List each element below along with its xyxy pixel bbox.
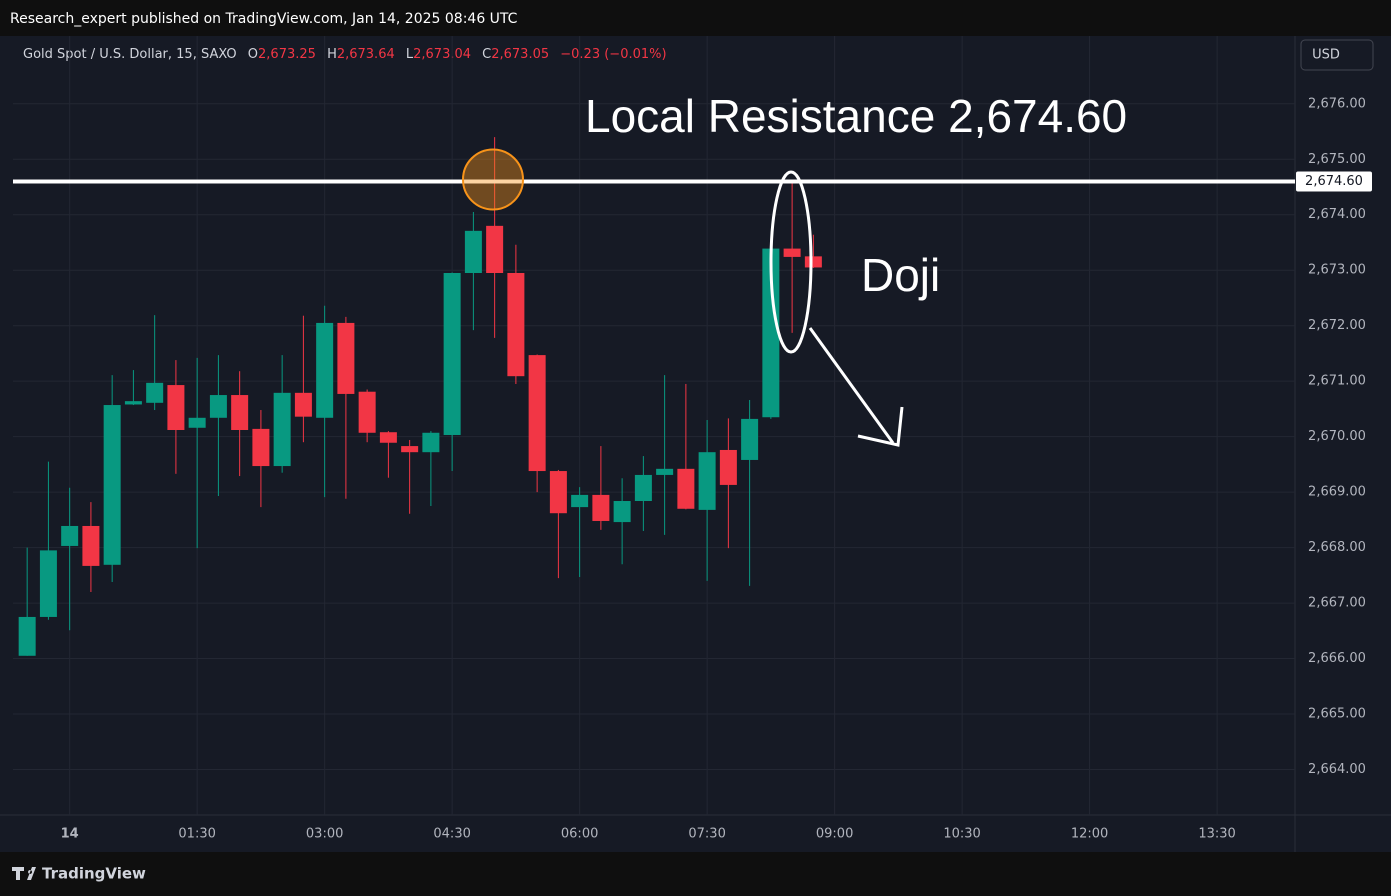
doji-ellipse [769, 170, 813, 354]
candle-body [486, 225, 504, 273]
candle-body [528, 355, 546, 472]
doji-annotation: Doji [861, 249, 940, 301]
x-tick-label: 13:30 [1198, 827, 1235, 842]
brand-logo [12, 867, 36, 880]
o-label: O [248, 47, 258, 62]
x-tick-label: 09:00 [816, 827, 853, 842]
candle-body [464, 230, 482, 273]
candle-body [167, 385, 185, 430]
candle-body [379, 432, 397, 443]
candle-body [804, 256, 822, 268]
candle-body [337, 322, 355, 394]
candle-body [549, 471, 567, 514]
candle-body [294, 392, 312, 417]
candle-body [762, 248, 780, 418]
o-value: 2,673.25 [258, 47, 316, 62]
symbol: Gold Spot / U.S. Dollar, 15, SAXO [23, 47, 237, 62]
y-tick-label: 2,666.00 [1308, 651, 1366, 666]
candle-body [783, 248, 801, 257]
candle-body [656, 468, 674, 475]
resistance-axis-label: 2,674.60 [1305, 174, 1363, 189]
candle-body [443, 272, 461, 435]
change: −0.23 (−0.01%) [560, 47, 666, 62]
candle-body [741, 418, 759, 460]
l-value: 2,673.04 [413, 47, 471, 62]
symbol-header: Gold Spot / U.S. Dollar, 15, SAXO O2,673… [23, 47, 667, 62]
candle-body [124, 401, 142, 405]
candle-body [422, 432, 440, 453]
y-tick-label: 2,667.00 [1308, 596, 1366, 611]
x-tick-label: 06:00 [561, 827, 598, 842]
y-tick-label: 2,670.00 [1308, 429, 1366, 444]
attribution: Research_expert published on TradingView… [10, 11, 518, 27]
candle-body [677, 468, 695, 509]
resistance-annotation: Local Resistance 2,674.60 [585, 90, 1127, 142]
candle-body [18, 616, 36, 656]
x-tick-label: 10:30 [943, 827, 980, 842]
candle-body [316, 322, 334, 418]
candle-body [698, 452, 716, 510]
high-marker [462, 148, 524, 211]
resistance-axis-box [1296, 171, 1372, 192]
candle-body [231, 395, 249, 430]
y-tick-label: 2,675.00 [1308, 152, 1366, 167]
x-tick-label: 04:30 [433, 827, 470, 842]
y-tick-label: 2,672.00 [1308, 318, 1366, 333]
y-tick-label: 2,669.00 [1308, 485, 1366, 500]
candle-body [571, 494, 589, 508]
candle-body [613, 501, 631, 523]
candle-body [252, 428, 270, 467]
candle-body [82, 525, 100, 566]
currency[interactable]: USD [1312, 48, 1340, 63]
candle-body [103, 405, 121, 565]
candle-body [61, 525, 79, 546]
y-tick-label: 2,673.00 [1308, 263, 1366, 278]
x-tick-label: 07:30 [688, 827, 725, 842]
x-tick-label: 12:00 [1071, 827, 1108, 842]
x-tick-label: 01:30 [178, 827, 215, 842]
y-tick-label: 2,665.00 [1308, 707, 1366, 722]
x-tick-label: 14 [61, 827, 79, 842]
y-tick-label: 2,674.00 [1308, 207, 1366, 222]
currency-button[interactable] [1300, 39, 1374, 71]
y-tick-label: 2,664.00 [1308, 762, 1366, 777]
y-tick-label: 2,668.00 [1308, 540, 1366, 555]
candle-body [273, 392, 291, 467]
y-tick-label: 2,676.00 [1308, 96, 1366, 111]
y-tick-label: 2,671.00 [1308, 374, 1366, 389]
candle-body [188, 417, 206, 428]
candle-body [358, 391, 376, 433]
candle-body [719, 449, 737, 485]
h-value: 2,673.64 [337, 47, 395, 62]
brand: TradingView [42, 865, 146, 883]
c-label: C [482, 47, 491, 62]
candle-body [39, 550, 57, 617]
candle-body [146, 382, 164, 403]
arrow [808, 327, 904, 447]
candle-body [209, 395, 227, 418]
candle-body [401, 446, 419, 453]
candle-body [634, 474, 652, 502]
x-tick-label: 03:00 [306, 827, 343, 842]
candle-body [507, 272, 525, 377]
candle-body [592, 494, 610, 521]
h-label: H [327, 47, 337, 62]
l-label: L [406, 47, 414, 62]
panel [0, 36, 1391, 852]
c-value: 2,673.05 [491, 47, 549, 62]
